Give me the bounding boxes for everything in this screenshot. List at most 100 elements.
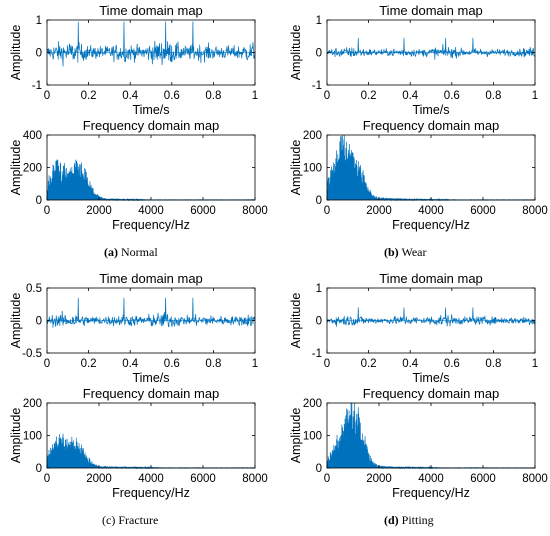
signal-line [326,37,536,60]
y-axis-label: Amplitude [289,293,303,349]
signal-line [326,402,536,470]
chart-title: Time domain map [379,271,483,286]
x-axis-label: Time/s [412,371,449,385]
x-tick-label: 1 [252,358,258,370]
x-axis-label: Frequency/Hz [112,486,190,500]
y-axis-label: Amplitude [9,25,23,81]
x-tick-label: 0 [44,90,50,102]
x-tick-label: 0.4 [402,90,419,102]
y-axis-label: Amplitude [289,408,303,464]
x-tick-label: 8000 [522,473,548,485]
y-tick-label: 0 [36,195,42,207]
svg-text:(d) Pitting: (d) Pitting [384,513,434,527]
y-tick-label: 0 [36,316,42,328]
y-tick-label: 0 [36,48,42,60]
y-tick-label: 1 [316,15,322,27]
chart-title: Frequency domain map [83,118,220,133]
x-tick-label: 0 [324,358,330,370]
signal-line [46,297,256,328]
y-tick-label: 100 [303,431,322,443]
caption-d: (d) Pitting [384,513,434,527]
x-tick-label: 1 [252,90,258,102]
x-tick-label: 1 [532,90,538,102]
x-tick-label: 2000 [86,205,112,217]
svg-text:(a) Normal: (a) Normal [104,245,158,259]
x-tick-label: 8000 [242,473,268,485]
caption-c: (c) Fracture [102,513,158,527]
y-tick-label: -1 [32,80,42,92]
x-tick-label: 0.4 [122,358,139,370]
chart-title: Frequency domain map [363,118,500,133]
x-tick-label: 0.6 [164,90,180,102]
x-tick-label: 8000 [242,205,268,217]
y-tick-label: 1 [36,15,42,27]
x-tick-label: 8000 [522,205,548,217]
x-axis-label: Time/s [132,371,169,385]
x-axis-label: Frequency/Hz [392,218,470,232]
chart-d-frequency: Frequency domain map 0 2000 4000 6000 8000 200… [289,386,548,500]
y-axis-label: Amplitude [289,140,303,196]
signal-line [326,307,536,327]
y-tick-label: 0 [316,463,322,475]
x-tick-label: 2000 [366,473,392,485]
x-tick-label: 0.8 [205,90,221,102]
y-axis-label: Amplitude [9,140,23,196]
x-tick-label: 6000 [470,205,496,217]
y-tick-label: -1 [312,80,322,92]
y-tick-label: 0 [316,316,322,328]
chart-title: Time domain map [99,271,203,286]
y-axis-label: Amplitude [9,293,23,349]
x-tick-label: 0.6 [164,358,180,370]
svg-text:(c) Fracture: (c) Fracture [102,513,158,527]
x-tick-label: 0 [324,205,330,217]
x-tick-label: 0.2 [81,90,97,102]
x-tick-label: 0 [44,473,50,485]
x-tick-label: 0 [324,90,330,102]
y-tick-label: 100 [23,431,42,443]
x-axis-label: Time/s [132,103,169,117]
x-tick-label: 6000 [470,473,496,485]
x-tick-label: 2000 [86,473,112,485]
y-tick-label: 200 [303,130,322,142]
y-tick-label: 200 [303,398,322,410]
caption-b: (b) Wear [384,245,426,259]
y-tick-label: 0.5 [26,283,42,295]
x-tick-label: 0.6 [444,358,460,370]
x-tick-label: 0 [44,205,50,217]
y-tick-label: -0.5 [22,348,42,360]
x-tick-label: 4000 [418,473,444,485]
y-tick-label: 200 [23,163,42,175]
x-tick-label: 0.6 [444,90,460,102]
x-tick-label: 0.2 [361,90,377,102]
x-tick-label: 4000 [138,473,164,485]
x-axis-label: Time/s [412,103,449,117]
x-tick-label: 0.4 [402,358,419,370]
svg-text:(b) Wear: (b) Wear [384,245,426,259]
y-tick-label: 0 [36,463,42,475]
y-axis-label: Amplitude [9,408,23,464]
chart-title: Frequency domain map [83,386,220,401]
chart-title: Time domain map [379,3,483,18]
x-tick-label: 0.8 [205,358,221,370]
y-tick-label: 200 [23,398,42,410]
y-tick-label: 1 [316,283,322,295]
chart-title: Time domain map [99,3,203,18]
x-tick-label: 4000 [138,205,164,217]
chart-title: Frequency domain map [363,386,500,401]
y-axis-label: Amplitude [289,25,303,81]
y-tick-label: 100 [303,163,322,175]
x-tick-label: 1 [532,358,538,370]
signal-line [326,134,536,202]
caption-a: (a) Normal [104,245,158,259]
y-tick-label: 0 [316,48,322,60]
x-tick-label: 0.8 [485,358,501,370]
y-tick-label: 0 [316,195,322,207]
y-tick-label: -1 [312,348,322,360]
